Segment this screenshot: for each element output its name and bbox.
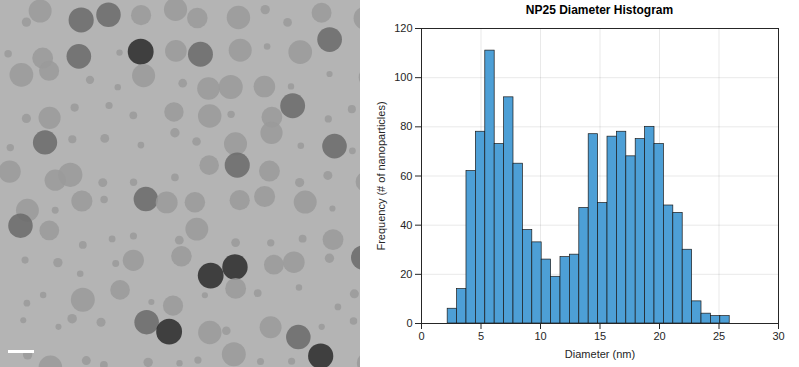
html-text:NP25 Diameter Histogram: NP25 Diameter Histogram (525, 3, 674, 17)
svg-text:20: 20 (653, 330, 665, 342)
svg-text:20: 20 (400, 268, 412, 280)
svg-text:100: 100 (394, 71, 412, 83)
svg-text:5: 5 (478, 330, 484, 342)
svg-text:80: 80 (400, 120, 412, 132)
svg-text:10: 10 (534, 330, 546, 342)
svg-text:0: 0 (418, 330, 424, 342)
svg-text:120: 120 (394, 22, 412, 34)
svg-text:60: 60 (400, 170, 412, 182)
svg-text:30: 30 (772, 330, 784, 342)
svg-text:40: 40 (400, 219, 412, 231)
svg-text:15: 15 (594, 330, 606, 342)
svg-text:Frequency (# of nanoparticles): Frequency (# of nanoparticles) (375, 101, 387, 250)
svg-text:25: 25 (713, 330, 725, 342)
svg-text:Diameter (nm): Diameter (nm) (565, 348, 635, 360)
svg-text:0: 0 (406, 317, 412, 329)
